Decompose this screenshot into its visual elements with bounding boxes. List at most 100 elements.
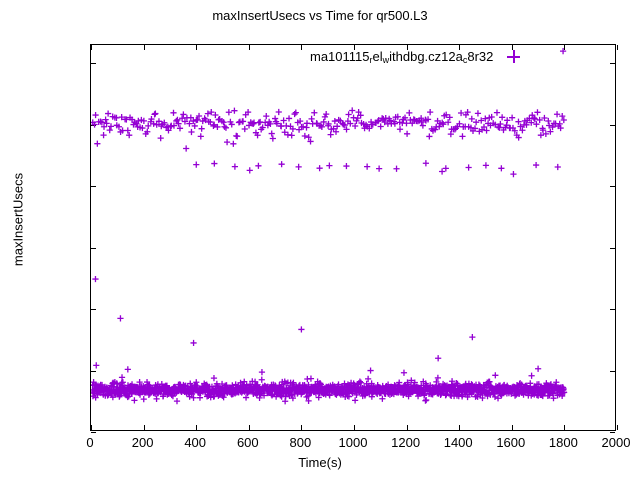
data-point [229, 382, 236, 389]
data-point [93, 362, 100, 369]
data-point [105, 110, 112, 117]
data-point [464, 108, 471, 116]
data-point [124, 366, 131, 373]
data-point [155, 118, 163, 125]
data-point [245, 122, 253, 129]
data-point [211, 160, 218, 167]
x-tick-label: 800 [289, 435, 312, 450]
x-tick [301, 425, 303, 430]
data-point [119, 127, 126, 134]
data-point [406, 109, 413, 116]
data-point [510, 171, 517, 178]
y-tick [91, 432, 96, 433]
data-point [468, 115, 475, 122]
data-point [367, 367, 374, 374]
data-point [408, 377, 415, 384]
chart-title: maxInsertUsecs vs Time for qr500.L3 [212, 8, 428, 23]
data-point [131, 397, 138, 404]
x-tick [143, 45, 145, 50]
data-point [244, 108, 252, 116]
data-point [255, 162, 262, 169]
data-point [106, 126, 113, 134]
data-point [273, 120, 281, 127]
data-point [94, 140, 101, 147]
data-point [221, 123, 228, 130]
data-point [135, 117, 142, 124]
data-point [368, 380, 375, 387]
data-point [91, 121, 98, 128]
data-point [180, 111, 187, 118]
data-point [288, 132, 295, 139]
x-tick [459, 45, 461, 50]
data-point [341, 121, 348, 129]
data-point [113, 114, 120, 122]
data-point [473, 119, 480, 126]
data-point [220, 119, 227, 126]
data-point [303, 120, 311, 127]
data-point [102, 116, 109, 123]
data-point [556, 120, 563, 127]
data-point [174, 116, 181, 123]
data-point [559, 113, 566, 120]
data-point [210, 375, 218, 382]
data-point [242, 394, 250, 401]
data-point [285, 115, 293, 122]
data-point [140, 396, 147, 403]
y-tick [91, 309, 96, 311]
y-tick [91, 186, 96, 188]
data-point [436, 123, 443, 130]
data-point [365, 375, 372, 383]
data-point [295, 163, 302, 170]
data-point [423, 396, 430, 404]
y-tick [91, 247, 96, 249]
y-tick [91, 63, 96, 65]
data-point [109, 394, 116, 401]
data-point [536, 116, 543, 124]
data-point [139, 124, 146, 132]
data-point [97, 118, 104, 125]
data-point [478, 117, 485, 124]
data-point [272, 115, 279, 122]
x-tick-label: 200 [131, 435, 154, 450]
y-tick [610, 309, 615, 311]
data-point [391, 120, 398, 127]
x-tick [406, 425, 408, 430]
data-point [438, 168, 446, 175]
data-point [198, 125, 205, 132]
data-point [456, 120, 463, 127]
data-point [511, 127, 518, 134]
data-point [176, 125, 184, 132]
data-point [124, 127, 131, 134]
data-point [326, 392, 333, 399]
data-point [376, 165, 383, 172]
x-tick [617, 45, 618, 50]
data-point [214, 123, 221, 131]
data-point [193, 379, 200, 386]
data-point [528, 372, 535, 379]
data-point [181, 118, 189, 125]
data-point [396, 126, 404, 133]
data-point [480, 123, 488, 131]
data-point [317, 380, 324, 387]
data-point [280, 117, 287, 124]
data-point [345, 393, 353, 400]
data-point [140, 117, 147, 125]
y-tick [610, 370, 615, 372]
data-point [403, 120, 410, 127]
data-point [241, 378, 248, 385]
x-tick [511, 425, 513, 430]
data-point [187, 114, 194, 121]
data-point [347, 120, 354, 127]
data-point [343, 126, 350, 133]
data-point [145, 122, 152, 129]
data-point [401, 114, 409, 121]
data-point [311, 109, 318, 116]
data-point [493, 109, 501, 116]
data-point [467, 124, 475, 131]
data-point [533, 121, 540, 128]
x-axis-label: Time(s) [298, 455, 342, 470]
data-point [320, 118, 327, 126]
data-point [515, 118, 522, 125]
data-point [509, 114, 516, 121]
data-point [559, 48, 567, 55]
